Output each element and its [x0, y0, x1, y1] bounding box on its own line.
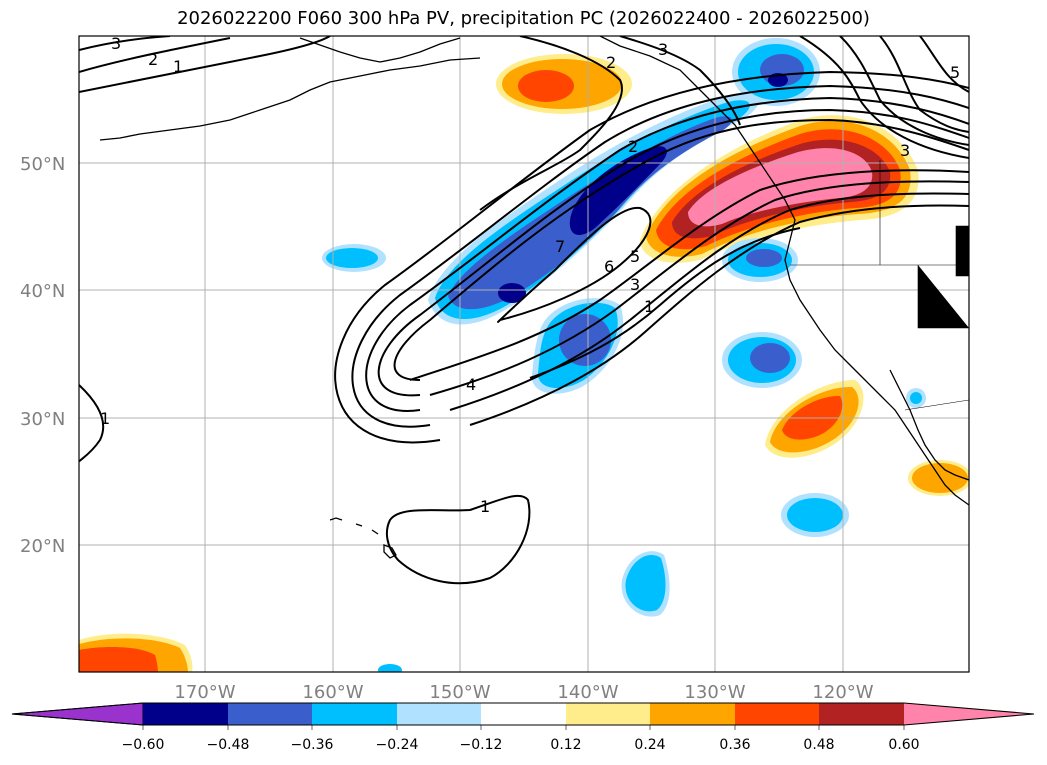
longitude-labels: 170°W 160°W 150°W 140°W 130°W 120°W — [174, 682, 873, 703]
colorbar-tick-labels: −0.60 −0.48 −0.36 −0.24 −0.12 0.12 0.24 … — [122, 737, 920, 753]
colorbar-extend-right — [904, 703, 1034, 725]
contour-label: 3 — [111, 34, 121, 53]
contour-label: 5 — [950, 63, 960, 82]
colorbar-ticks — [142, 725, 905, 730]
lon-label: 160°W — [302, 682, 363, 703]
colorbar-swatch — [566, 703, 650, 725]
contour-label: 2 — [148, 50, 158, 69]
colorbar-tick-label: 0.60 — [888, 737, 919, 753]
colorbar-tick-label: −0.36 — [291, 737, 334, 753]
contour-label: 6 — [604, 257, 614, 276]
contour-label: 3 — [900, 141, 910, 160]
lat-label: 30°N — [20, 409, 65, 430]
colorbar-swatch — [397, 703, 481, 725]
contour-label: 1 — [480, 497, 490, 516]
contour-label: 2 — [628, 137, 638, 156]
colorbar-swatch — [312, 703, 397, 725]
colorbar-swatch — [481, 703, 566, 725]
lat-label: 20°N — [20, 536, 65, 557]
coastlines — [99, 36, 969, 559]
lon-label: 140°W — [557, 682, 618, 703]
lon-label: 170°W — [174, 682, 235, 703]
colorbar-swatch — [735, 703, 819, 725]
lon-label: 120°W — [812, 682, 873, 703]
colorbar-tick-label: −0.12 — [460, 737, 503, 753]
colorbar-tick-label: −0.48 — [207, 737, 250, 753]
colorbar-tick-label: 0.48 — [803, 737, 834, 753]
colorbar-tick-label: 0.24 — [634, 737, 665, 753]
colorbar: −0.60 −0.48 −0.36 −0.24 −0.12 0.12 0.24 … — [11, 702, 1035, 753]
precip-shading — [79, 38, 969, 672]
contour-label: 1 — [100, 409, 110, 428]
latitude-labels: 50°N 40°N 30°N 20°N — [20, 154, 65, 557]
lon-label: 130°W — [684, 682, 745, 703]
colorbar-swatch — [228, 703, 312, 725]
lat-label: 40°N — [20, 281, 65, 302]
contour-label: 5 — [630, 247, 640, 266]
map-area: 3 2 1 2 3 2 7 6 5 3 1 4 1 1 3 5 — [79, 34, 969, 672]
pv-contours — [79, 36, 969, 585]
contour-labels: 3 2 1 2 3 2 7 6 5 3 1 4 1 1 3 5 — [100, 34, 960, 516]
contour-label: 2 — [606, 53, 616, 72]
colorbar-swatch — [819, 703, 904, 725]
lat-label: 50°N — [20, 154, 65, 175]
lon-label: 150°W — [429, 682, 490, 703]
colorbar-swatch — [143, 703, 228, 725]
map-frame — [78, 35, 970, 673]
contour-label: 1 — [173, 57, 183, 76]
colorbar-tick-label: 0.36 — [719, 737, 750, 753]
colorbar-extend-left — [11, 702, 144, 726]
contour-label: 7 — [555, 237, 565, 256]
colorbar-tick-label: 0.12 — [550, 737, 581, 753]
contour-label: 4 — [466, 375, 476, 394]
contour-label: 3 — [630, 275, 640, 294]
map-title: 2026022200 F060 300 hPa PV, precipitatio… — [177, 8, 870, 29]
contour-label: 1 — [644, 297, 654, 316]
colorbar-swatch — [650, 703, 735, 725]
colorbar-tick-label: −0.60 — [122, 737, 165, 753]
contour-label: 3 — [658, 40, 668, 59]
colorbar-tick-label: −0.24 — [376, 737, 419, 753]
